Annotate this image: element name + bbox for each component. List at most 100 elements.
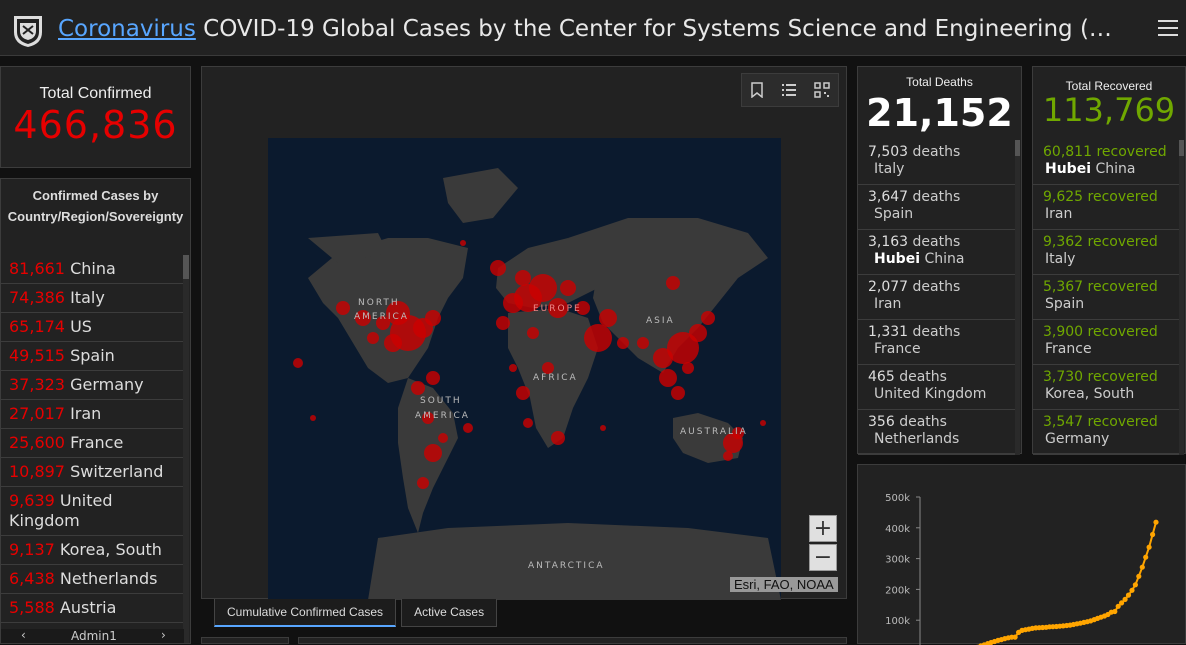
recovered-count: 3,547 (1043, 414, 1083, 430)
scrollbar-thumb[interactable] (183, 255, 189, 279)
data-point[interactable] (1112, 609, 1117, 614)
recovered-unit: recovered (1088, 189, 1158, 205)
zoom-out-button[interactable]: − (809, 544, 837, 571)
zoom-in-button[interactable]: + (809, 515, 837, 542)
list-item[interactable]: 65,174 US (1, 313, 184, 342)
label-europe: EUROPE (533, 304, 582, 314)
land-masses (308, 168, 781, 600)
scrollbar-thumb[interactable] (1015, 140, 1020, 156)
page-title: Coronavirus COVID-19 Global Cases by the… (58, 16, 1118, 42)
qr-code-icon[interactable] (814, 82, 830, 98)
country-name: France (70, 433, 123, 452)
data-point[interactable] (1126, 593, 1131, 598)
country-name: Germany (70, 375, 144, 394)
label-north-america-1: NORTH (358, 298, 400, 308)
coronavirus-link[interactable]: Coronavirus (58, 16, 196, 42)
confirmed-count: 5,588 (9, 598, 55, 617)
recovered-scrollbar[interactable] (1179, 140, 1184, 455)
data-point[interactable] (1153, 520, 1158, 525)
data-point[interactable] (1140, 565, 1145, 570)
chevron-left-icon[interactable]: ‹ (21, 628, 26, 642)
data-point[interactable] (1133, 582, 1138, 587)
place-name: Italy (868, 161, 1005, 178)
data-point[interactable] (1150, 532, 1155, 537)
bookmark-icon[interactable] (750, 82, 764, 98)
world-map-svg: NORTH AMERICA EUROPE ASIA AFRICA SOUTH A… (268, 138, 781, 600)
list-item[interactable]: 25,600 France (1, 429, 184, 458)
data-point[interactable] (1123, 597, 1128, 602)
list-item[interactable]: 74,386 Italy (1, 284, 184, 313)
chevron-right-icon[interactable]: › (161, 628, 166, 642)
world-map[interactable]: NORTH AMERICA EUROPE ASIA AFRICA SOUTH A… (268, 138, 781, 600)
country-list-scrollbar[interactable] (183, 255, 189, 644)
tab-active-cases[interactable]: Active Cases (401, 599, 497, 627)
country-name: Netherlands (874, 431, 959, 447)
scrollbar-thumb[interactable] (1179, 140, 1184, 156)
list-item[interactable]: 10,897 Switzerland (1, 458, 184, 487)
total-deaths-label: Total Deaths (858, 75, 1021, 89)
data-point[interactable] (1136, 574, 1141, 579)
label-asia: ASIA (646, 316, 675, 326)
list-item[interactable]: 27,017 Iran (1, 400, 184, 429)
list-item[interactable]: 37,323 Germany (1, 371, 184, 400)
place-name: Spain (868, 206, 1005, 223)
label-north-america-2: AMERICA (354, 312, 409, 322)
list-item[interactable]: 9,639 United Kingdom (1, 487, 184, 536)
country-name: Korea, South (1045, 386, 1134, 402)
confirmed-count: 49,515 (9, 346, 65, 365)
recovered-count: 60,811 (1043, 144, 1092, 160)
deaths-count: 3,647 (868, 189, 908, 205)
tab-cumulative-confirmed[interactable]: Cumulative Confirmed Cases (214, 599, 396, 627)
data-point[interactable] (1147, 545, 1152, 550)
country-name: Germany (1045, 431, 1109, 447)
data-point[interactable] (1143, 555, 1148, 560)
place-name: Hubei China (1043, 161, 1169, 178)
list-item[interactable]: 81,661 China (1, 255, 184, 284)
list-icon[interactable] (781, 82, 797, 98)
total-confirmed-panel: Total Confirmed 466,836 (0, 66, 191, 168)
country-name: Netherlands (60, 569, 158, 588)
province-name: Hubei (1045, 161, 1091, 177)
map-toolbar (741, 73, 839, 107)
menu-icon[interactable] (1158, 20, 1178, 36)
list-item[interactable]: 49,515 Spain (1, 342, 184, 371)
recovered-count: 3,730 (1043, 369, 1083, 385)
confirmed-count: 37,323 (9, 375, 65, 394)
country-name: China (1095, 161, 1135, 177)
deaths-unit: deaths (899, 414, 947, 430)
map-tabs: Cumulative Confirmed Cases Active Cases (214, 599, 502, 627)
data-point[interactable] (1129, 588, 1134, 593)
place-name: Iran (868, 296, 1005, 313)
list-item[interactable]: 5,588 Austria (1, 594, 184, 623)
list-item[interactable]: 9,137 Korea, South (1, 536, 184, 565)
deaths-scrollbar[interactable] (1015, 140, 1020, 455)
list-item[interactable]: 6,438 Netherlands (1, 565, 184, 594)
admin-selector: ‹ Admin1 › (1, 629, 184, 643)
data-point[interactable] (1013, 635, 1018, 640)
country-list-panel: Confirmed Cases by Country/Region/Sovere… (0, 178, 191, 644)
confirmed-count: 9,639 (9, 491, 55, 510)
country-name: Spain (1045, 296, 1084, 312)
label-south-america-1: SOUTH (420, 396, 462, 406)
confirmed-count: 65,174 (9, 317, 65, 336)
y-tick-label: 100k (885, 616, 910, 627)
recovered-unit: recovered (1088, 279, 1158, 295)
recovered-unit: recovered (1096, 144, 1166, 160)
place-name: Spain (1043, 296, 1169, 313)
